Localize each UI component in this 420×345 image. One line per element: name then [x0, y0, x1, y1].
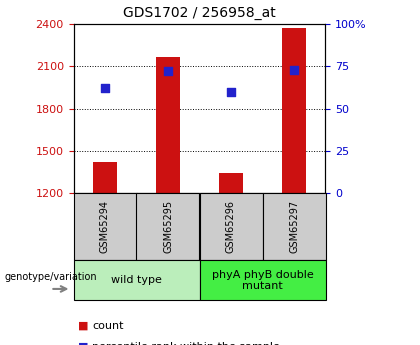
- Text: GSM65295: GSM65295: [163, 200, 173, 253]
- Text: ■: ■: [78, 321, 88, 331]
- Bar: [282, 28, 306, 193]
- Text: count: count: [92, 321, 124, 331]
- Bar: [156, 57, 180, 193]
- Text: GSM65297: GSM65297: [289, 200, 299, 253]
- Title: GDS1702 / 256958_at: GDS1702 / 256958_at: [123, 6, 276, 20]
- Text: GSM65294: GSM65294: [100, 200, 110, 253]
- Point: [165, 69, 171, 74]
- Text: GSM65296: GSM65296: [226, 200, 236, 253]
- Point: [228, 89, 234, 95]
- Text: genotype/variation: genotype/variation: [4, 272, 97, 282]
- Text: percentile rank within the sample: percentile rank within the sample: [92, 342, 280, 345]
- Text: wild type: wild type: [111, 275, 162, 285]
- Bar: [93, 162, 117, 193]
- Text: phyA phyB double
mutant: phyA phyB double mutant: [212, 269, 313, 291]
- Bar: [219, 174, 243, 193]
- Point: [291, 67, 297, 72]
- Text: ■: ■: [78, 342, 88, 345]
- Point: [102, 86, 108, 91]
